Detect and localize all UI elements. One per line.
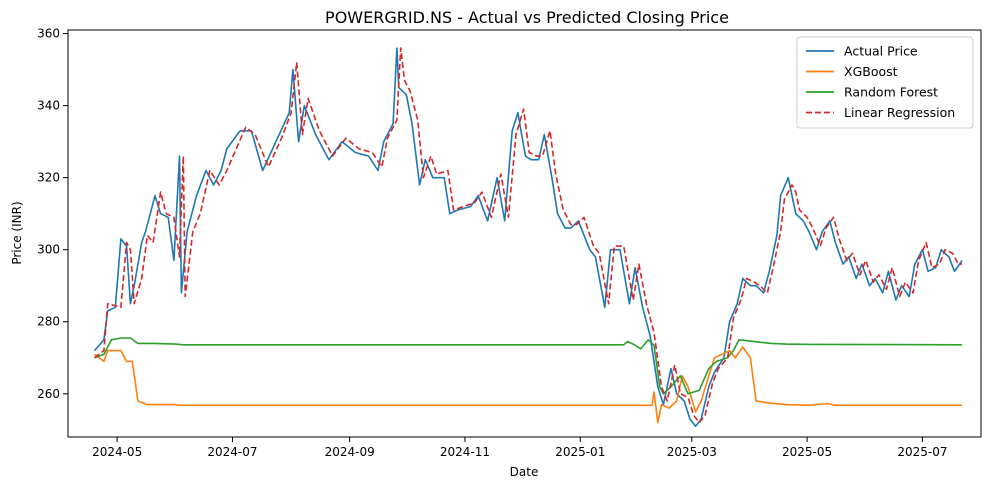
x-tick-label: 2024-11	[440, 445, 490, 459]
legend-label-random-forest: Random Forest	[844, 85, 938, 100]
plot-frame	[67, 29, 982, 438]
y-tick-label: 300	[37, 243, 60, 257]
x-tick-label: 2025-07	[897, 445, 947, 459]
series-line-linear-regression	[94, 47, 963, 424]
x-tick-label: 2024-05	[92, 445, 142, 459]
y-axis: 260 280 300 320 340 360	[37, 27, 68, 401]
legend-label-linear-regression: Linear Regression	[844, 105, 955, 120]
chart-title: POWERGRID.NS - Actual vs Predicted Closi…	[325, 8, 729, 27]
x-tick-label: 2025-03	[667, 445, 717, 459]
legend-label-actual-price: Actual Price	[844, 44, 918, 59]
series-line-random-forest	[94, 337, 963, 395]
y-tick-label: 280	[37, 315, 60, 329]
y-tick-label: 260	[37, 387, 60, 401]
x-tick-label: 2025-05	[782, 445, 832, 459]
x-axis-label: Date	[510, 465, 539, 479]
x-axis: 2024-05 2024-07 2024-09 2024-11 2025-01 2025-…	[92, 437, 947, 459]
y-tick-label: 340	[37, 99, 60, 113]
x-tick-label: 2025-01	[555, 445, 605, 459]
x-tick-label: 2024-09	[325, 445, 375, 459]
y-tick-label: 360	[37, 27, 60, 41]
legend-box	[796, 36, 974, 129]
legend: Actual Price XGBoost Random Forest Linear R…	[796, 36, 974, 129]
series-line-actual-price	[93, 47, 963, 428]
y-tick-label: 320	[37, 171, 60, 185]
series-layer	[93, 47, 963, 428]
y-axis-label: Price (INR)	[10, 201, 24, 264]
legend-label-xgboost: XGBoost	[844, 64, 898, 79]
series-line-xgboost	[94, 346, 963, 424]
x-tick-label: 2024-07	[207, 445, 257, 459]
